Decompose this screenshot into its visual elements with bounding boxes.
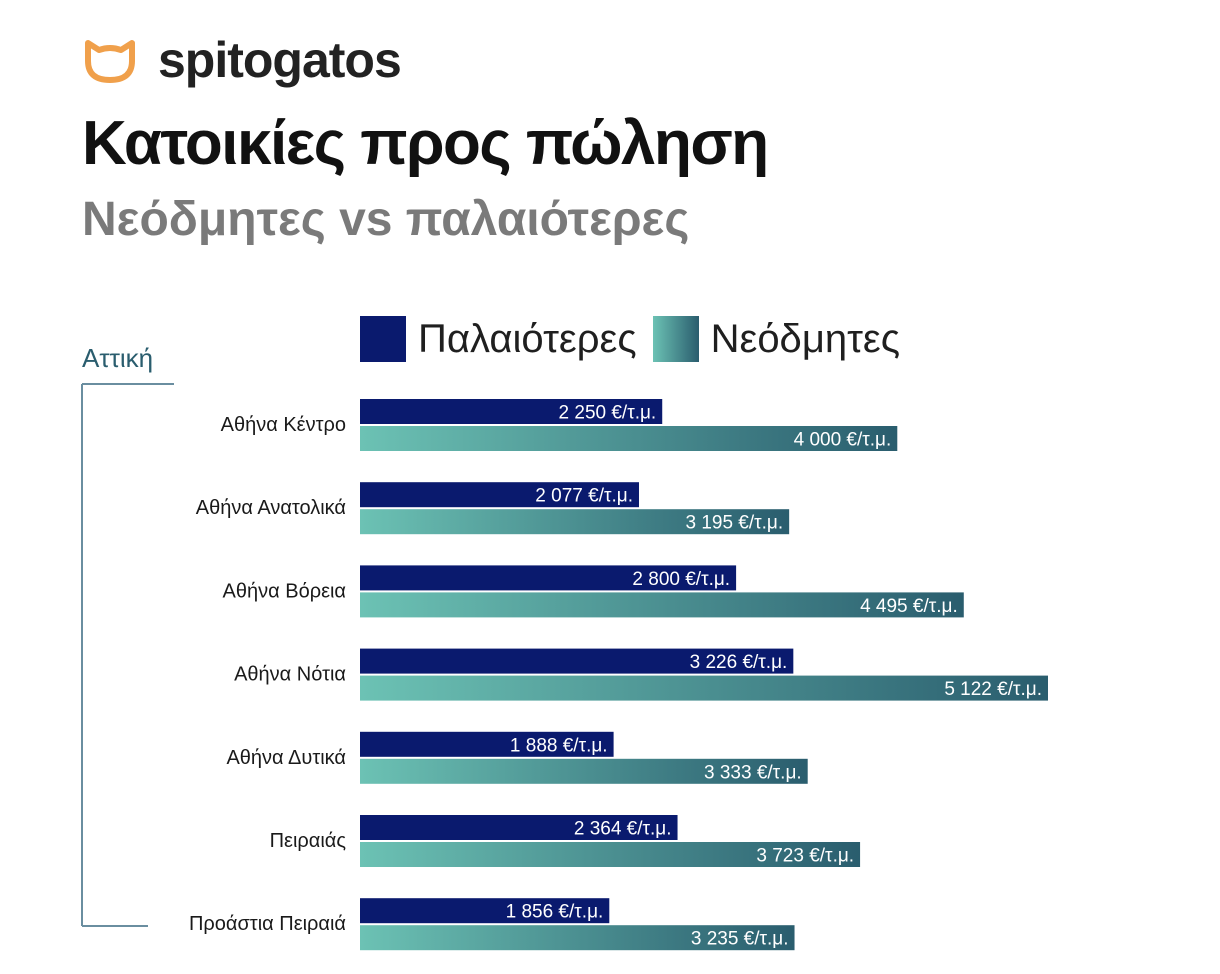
data-label: 1 856 €/τ.μ. [506,902,604,923]
bar-new [360,592,964,618]
data-label: 4 000 €/τ.μ. [794,430,892,451]
category-label: Αθήνα Νότια [234,664,346,686]
bar-group: Αθήνα Κέντρο 2 250 €/τ.μ. 4 000 €/τ.μ. [221,399,898,451]
bar-group: Προάστια Πειραιά 1 856 €/τ.μ. 3 235 €/τ.μ. [189,898,795,951]
bar-old [360,815,678,840]
data-label: 3 333 €/τ.μ. [704,762,802,783]
bar-new [360,925,795,951]
data-label: 1 888 €/τ.μ. [510,735,608,756]
brand-logo: spitogatos [80,32,402,88]
legend-swatch-old [360,316,406,362]
bar-old [360,648,794,674]
bar-new [360,426,898,451]
brand-name: spitogatos [158,32,402,88]
category-label: Αθήνα Δυτικά [226,747,346,769]
bar-group: Πειραιάς 2 364 €/τ.μ. 3 723 €/τ.μ. [270,815,861,867]
bar-new [360,842,861,867]
data-label: 2 364 €/τ.μ. [574,819,672,840]
category-label: Πειραιάς [270,830,347,852]
data-label: 3 235 €/τ.μ. [691,929,789,950]
data-label: 2 800 €/τ.μ. [632,569,730,590]
legend-item-old: Παλαιότερες [360,316,637,362]
page-title: Κατοικίες προς πώληση [82,109,769,178]
category-label: Προάστια Πειραιά [189,913,346,935]
bar-group: Αθήνα Δυτικά 1 888 €/τ.μ. 3 333 €/τ.μ. [226,731,808,784]
bar-group: Αθήνα Βόρεια 2 800 €/τ.μ. 4 495 €/τ.μ. [223,565,964,618]
bar-group: Αθήνα Νότια 3 226 €/τ.μ. 5 122 €/τ.μ. [234,648,1048,701]
bar-old [360,399,663,424]
bar-old [360,898,610,924]
bar-new [360,675,1048,701]
cat-face-icon [85,40,135,83]
data-label: 4 495 €/τ.μ. [860,596,958,617]
category-label: Αθήνα Κέντρο [221,414,346,436]
bar-old [360,731,614,757]
page-subtitle: Νεόδμητες vs παλαιότερες [82,193,690,246]
data-label: 3 226 €/τ.μ. [690,652,788,673]
bar-old [360,482,639,508]
category-label: Αθήνα Ανατολικά [196,497,346,519]
category-label: Αθήνα Βόρεια [223,580,346,602]
data-label: 2 250 €/τ.μ. [559,403,657,424]
legend-item-new: Νεόδμητες [652,316,901,362]
region-label: Αττική [82,343,154,373]
data-label: 3 195 €/τ.μ. [685,513,783,534]
bar-new [360,509,790,535]
legend-swatch-new [652,316,699,362]
legend-label-old: Παλαιότερες [418,316,637,361]
bar-old [360,565,737,591]
legend-label-new: Νεόδμητες [710,316,901,361]
chart-legend: Παλαιότερες Νεόδμητες [360,316,916,362]
data-label: 3 723 €/τ.μ. [756,846,854,867]
data-label: 5 122 €/τ.μ. [944,679,1042,700]
bar-group: Αθήνα Ανατολικά 2 077 €/τ.μ. 3 195 €/τ.μ. [196,482,790,535]
data-label: 2 077 €/τ.μ. [535,486,633,507]
bar-new [360,758,808,784]
